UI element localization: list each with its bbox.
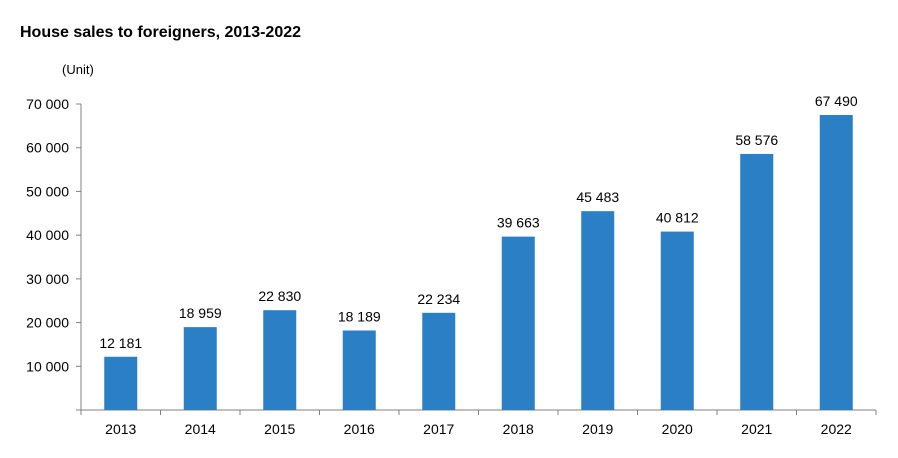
x-tick-label: 2018 (503, 421, 534, 437)
x-tick-label: 2022 (821, 421, 852, 437)
x-tick-label: 2021 (741, 421, 772, 437)
y-tick-label: 40 000 (26, 227, 69, 243)
bar-2014 (183, 327, 217, 410)
bars-group (104, 114, 853, 410)
bar-2020 (660, 231, 694, 410)
bar-2016 (342, 330, 376, 410)
data-label-2020: 40 812 (656, 210, 699, 226)
y-axis: 10 000 20 000 30 000 40 000 50 000 60 000 70 0… (26, 96, 82, 411)
y-tick-label: 60 000 (26, 140, 69, 156)
bar-2017 (422, 312, 456, 410)
y-tick-label: 20 000 (26, 315, 69, 331)
data-label-2013: 12 181 (99, 335, 142, 351)
data-label-2015: 22 830 (258, 288, 301, 304)
y-axis-unit-label: (Unit) (62, 62, 94, 77)
chart-title: House sales to foreigners, 2013-2022 (20, 24, 301, 41)
bar-2022 (819, 114, 853, 410)
bar-2015 (263, 310, 297, 410)
y-tick-label: 10 000 (26, 358, 69, 374)
x-tick-label: 2019 (582, 421, 613, 437)
x-tick-label: 2016 (344, 421, 375, 437)
data-label-2019: 45 483 (576, 189, 619, 205)
data-label-2021: 58 576 (735, 132, 778, 148)
bar-2019 (581, 211, 615, 410)
y-tick-label: 50 000 (26, 183, 69, 199)
data-label-2017: 22 234 (417, 291, 460, 307)
bar-2013 (104, 356, 138, 410)
x-tick-label: 2020 (662, 421, 693, 437)
x-tick-label: 2015 (264, 421, 295, 437)
x-tick-label: 2017 (423, 421, 454, 437)
y-tick-label: 70 000 (26, 96, 69, 112)
y-tick-label: 30 000 (26, 271, 69, 287)
bar-2021 (740, 153, 774, 410)
data-label-2014: 18 959 (179, 305, 222, 321)
data-label-2016: 18 189 (338, 308, 381, 324)
x-tick-label: 2014 (185, 421, 216, 437)
bar-2018 (501, 236, 535, 410)
data-label-2018: 39 663 (497, 215, 540, 231)
x-tick-label: 2013 (105, 421, 136, 437)
data-label-2022: 67 490 (815, 93, 858, 109)
x-axis: 2013 2014 2015 2016 2017 2018 2019 2020 2021 2022 (80, 409, 877, 437)
data-labels-group: 12 181 18 959 22 830 18 189 22 234 39 663 45 4… (99, 93, 858, 351)
